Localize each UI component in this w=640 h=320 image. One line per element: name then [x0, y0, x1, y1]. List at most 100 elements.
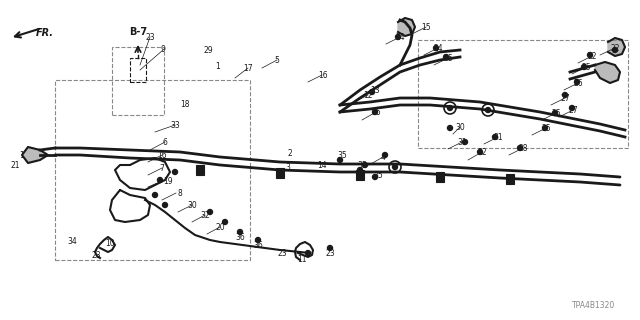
- Text: 5: 5: [275, 55, 280, 65]
- Text: 31: 31: [457, 138, 467, 147]
- Text: 16: 16: [157, 150, 167, 159]
- Text: 8: 8: [178, 188, 182, 197]
- Text: 30: 30: [187, 201, 197, 210]
- Text: 23: 23: [325, 249, 335, 258]
- Text: 9: 9: [161, 44, 165, 53]
- Text: 2: 2: [287, 148, 292, 157]
- Circle shape: [518, 146, 522, 150]
- Text: 35: 35: [373, 171, 383, 180]
- Text: 35: 35: [443, 53, 453, 62]
- Text: 27: 27: [568, 106, 578, 115]
- Text: 13: 13: [370, 85, 380, 94]
- Text: 1: 1: [216, 61, 220, 70]
- Text: 32: 32: [477, 148, 487, 156]
- Bar: [276, 168, 284, 178]
- Text: 22: 22: [611, 44, 620, 52]
- Circle shape: [369, 90, 374, 94]
- Text: 6: 6: [163, 138, 168, 147]
- Circle shape: [575, 79, 579, 84]
- Polygon shape: [398, 18, 415, 36]
- Text: 36: 36: [253, 241, 263, 250]
- Circle shape: [563, 92, 568, 98]
- Text: TPA4B1320: TPA4B1320: [572, 300, 615, 309]
- Bar: [130, 58, 146, 82]
- Circle shape: [237, 229, 243, 235]
- Text: 18: 18: [180, 100, 189, 108]
- Text: 15: 15: [421, 22, 431, 31]
- Circle shape: [337, 157, 342, 163]
- Text: 35: 35: [371, 108, 381, 116]
- Polygon shape: [22, 147, 48, 163]
- Text: 35: 35: [337, 150, 347, 159]
- Circle shape: [207, 210, 212, 214]
- Bar: [418, 40, 628, 148]
- Circle shape: [444, 54, 449, 60]
- Text: 1: 1: [20, 150, 24, 159]
- Text: 34: 34: [67, 237, 77, 246]
- Text: 26: 26: [573, 78, 583, 87]
- Circle shape: [486, 108, 490, 113]
- Circle shape: [383, 153, 387, 157]
- Circle shape: [543, 125, 547, 131]
- Text: 22: 22: [588, 52, 596, 60]
- Circle shape: [493, 134, 497, 140]
- Text: 11: 11: [297, 255, 307, 265]
- Polygon shape: [595, 62, 620, 83]
- Circle shape: [588, 52, 593, 58]
- Circle shape: [582, 65, 586, 69]
- Bar: [506, 174, 514, 184]
- Text: 7: 7: [159, 164, 164, 172]
- Text: 25: 25: [541, 124, 551, 132]
- Text: 12: 12: [364, 91, 372, 100]
- Text: 36: 36: [235, 233, 245, 242]
- Text: 23: 23: [91, 251, 101, 260]
- Text: 19: 19: [163, 177, 173, 186]
- Text: 25: 25: [581, 62, 591, 71]
- Text: 20: 20: [215, 222, 225, 231]
- Text: 28: 28: [518, 143, 528, 153]
- Circle shape: [328, 245, 333, 251]
- Bar: [112, 47, 164, 115]
- Circle shape: [362, 163, 367, 167]
- Text: 25: 25: [551, 108, 561, 117]
- Circle shape: [392, 164, 397, 170]
- Circle shape: [305, 251, 310, 255]
- Circle shape: [552, 110, 557, 116]
- Circle shape: [612, 47, 618, 52]
- Text: 33: 33: [170, 121, 180, 130]
- Text: B-7: B-7: [129, 27, 147, 37]
- Text: 29: 29: [203, 45, 213, 54]
- Text: 24: 24: [433, 44, 443, 52]
- Circle shape: [358, 167, 362, 172]
- Text: 16: 16: [318, 70, 328, 79]
- Text: 31: 31: [493, 132, 503, 141]
- Bar: [356, 170, 364, 180]
- Circle shape: [447, 125, 452, 131]
- Circle shape: [152, 193, 157, 197]
- Text: 35: 35: [357, 161, 367, 170]
- Text: 10: 10: [105, 238, 115, 247]
- Bar: [436, 172, 444, 182]
- Circle shape: [396, 35, 401, 39]
- Circle shape: [163, 203, 168, 207]
- Polygon shape: [608, 38, 625, 56]
- Circle shape: [570, 106, 575, 110]
- Circle shape: [173, 170, 177, 174]
- Bar: [55, 80, 250, 260]
- Circle shape: [372, 174, 378, 180]
- Text: 23: 23: [277, 249, 287, 258]
- Text: 23: 23: [145, 33, 155, 42]
- Bar: [196, 165, 204, 175]
- Text: 21: 21: [10, 161, 20, 170]
- Circle shape: [223, 220, 227, 225]
- Text: 3: 3: [285, 163, 291, 172]
- Circle shape: [157, 178, 163, 182]
- Circle shape: [372, 109, 378, 115]
- Text: 32: 32: [200, 211, 210, 220]
- Circle shape: [447, 106, 452, 110]
- Text: 30: 30: [455, 123, 465, 132]
- Text: 4: 4: [381, 153, 385, 162]
- Circle shape: [463, 140, 467, 145]
- Text: 17: 17: [243, 63, 253, 73]
- Text: 14: 14: [317, 161, 327, 170]
